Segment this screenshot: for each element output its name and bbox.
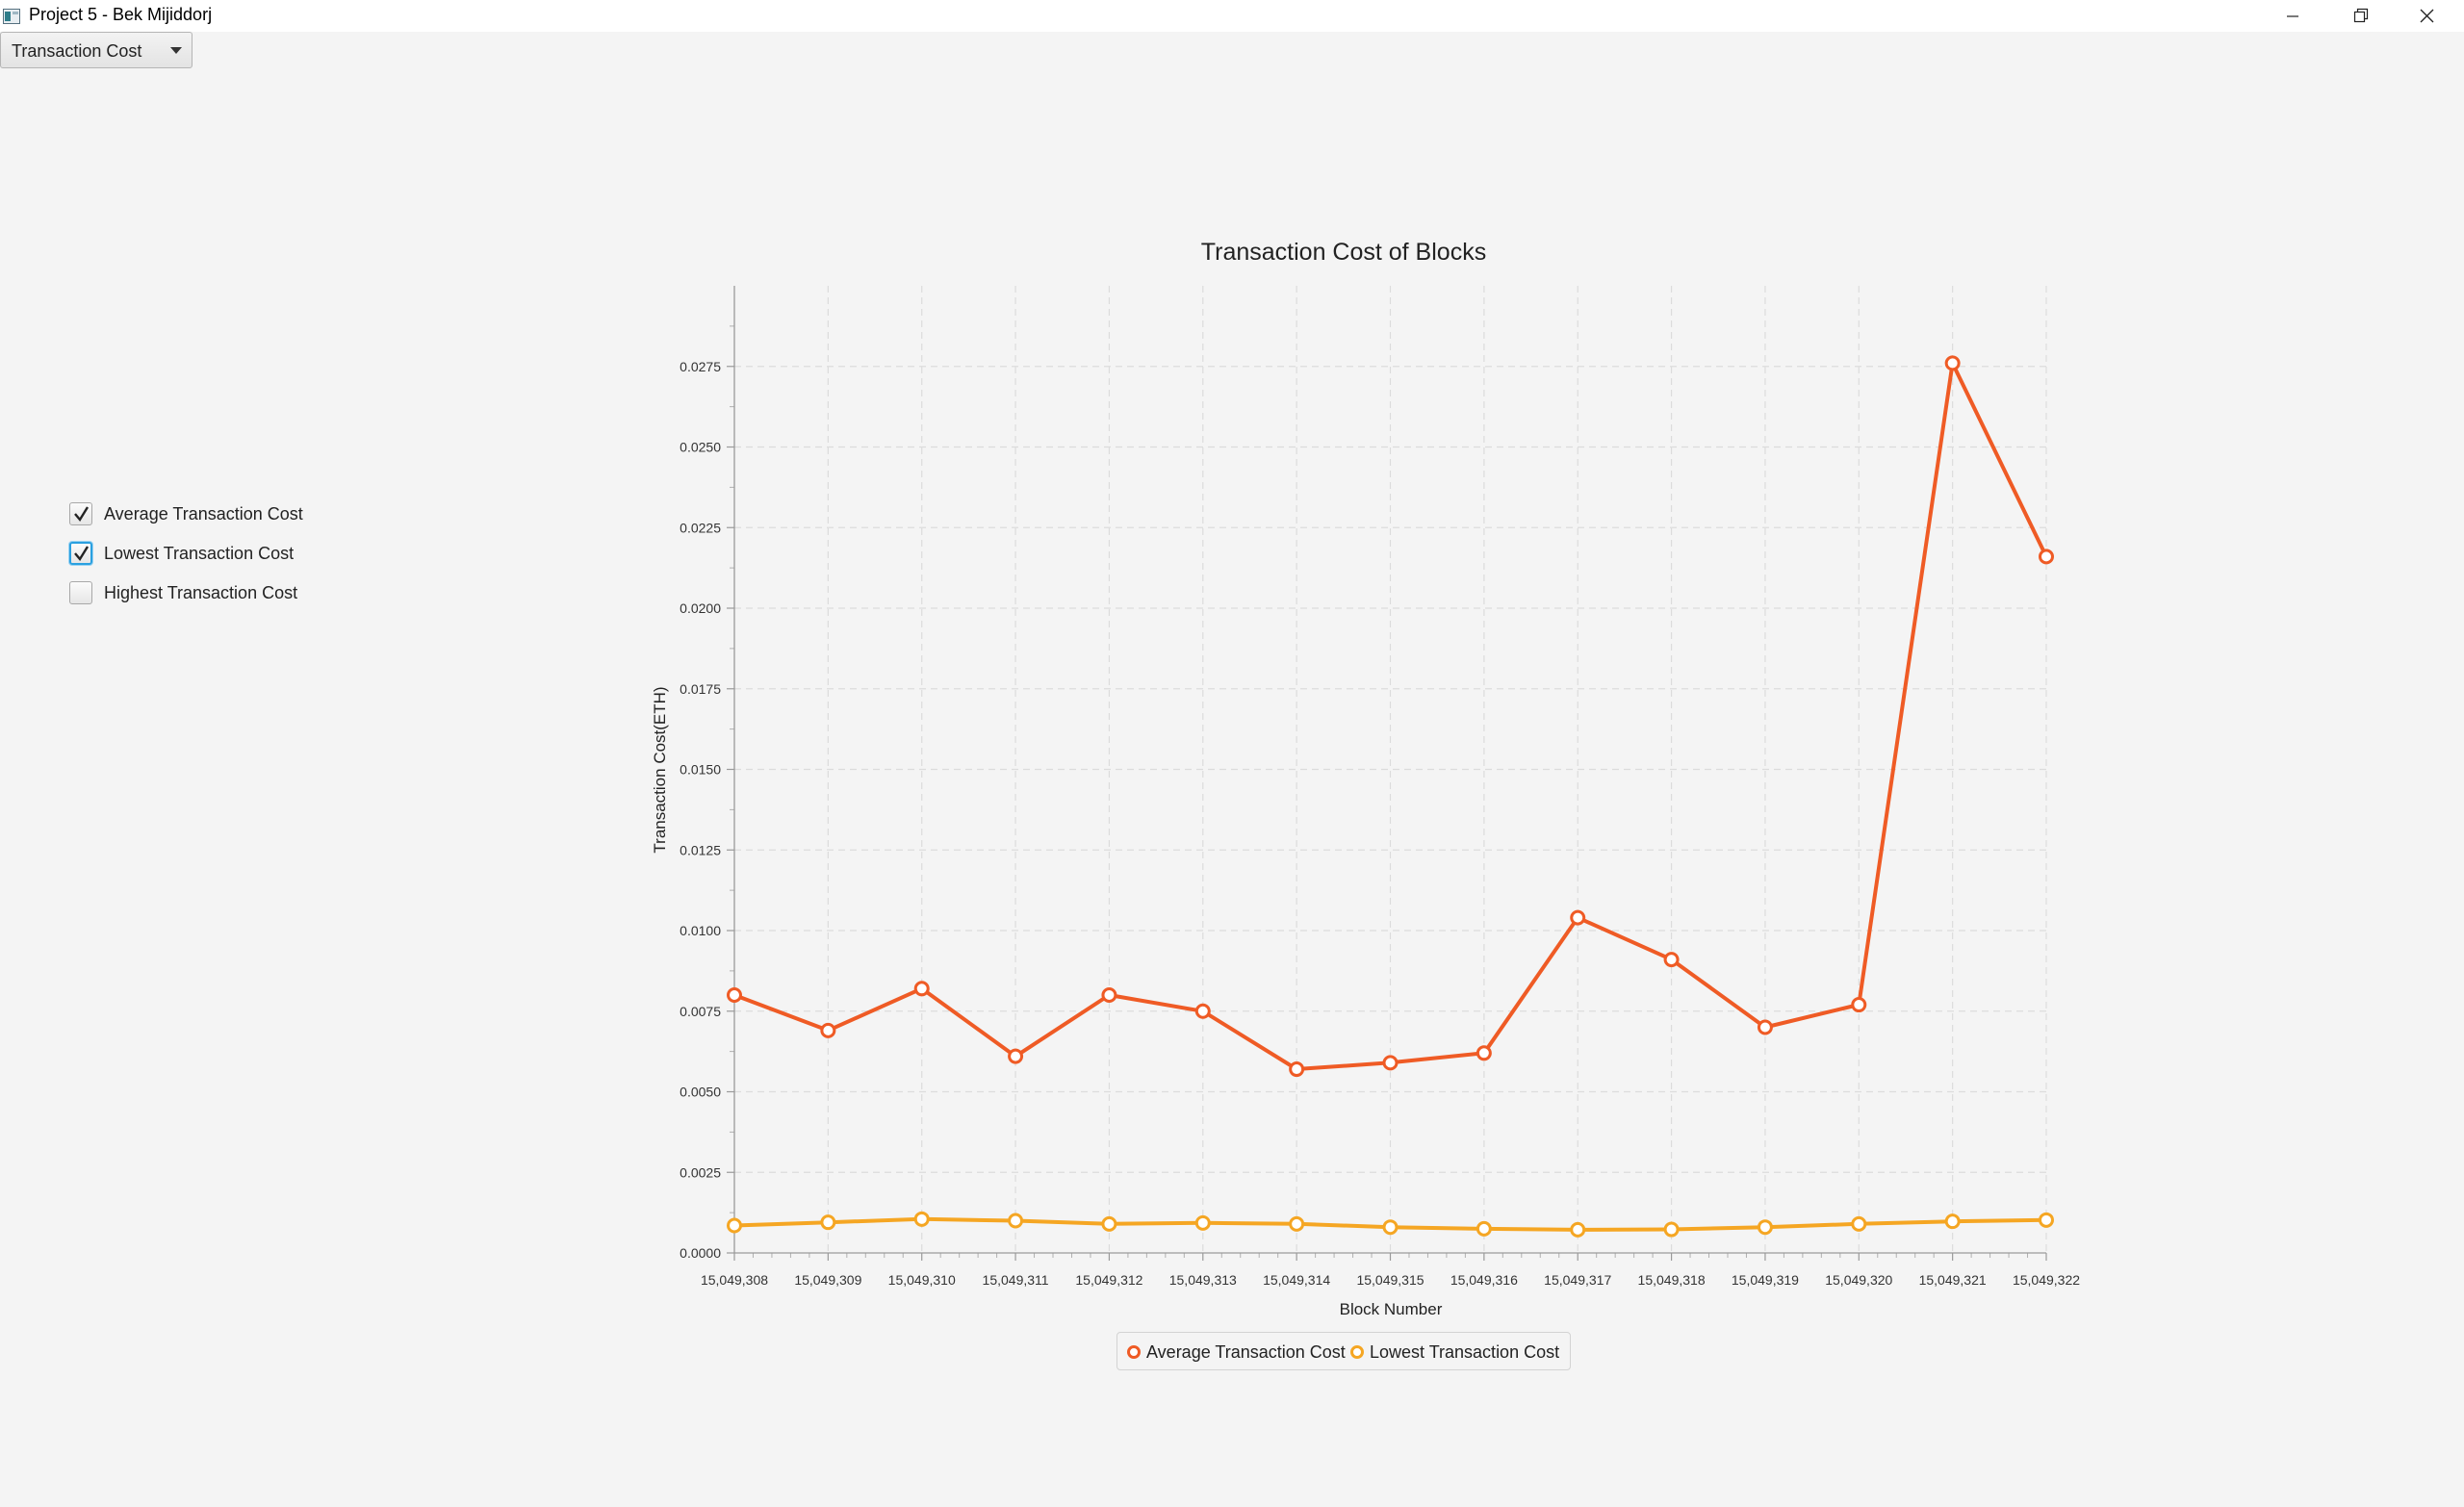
data-point (1757, 1219, 1773, 1236)
data-point (1851, 997, 1867, 1013)
data-point (820, 1022, 836, 1038)
y-tick-label: 0.0275 (680, 359, 721, 374)
checkmark-icon (74, 546, 90, 562)
y-axis-label: Transaction Cost(ETH) (651, 686, 669, 853)
data-point (1382, 1055, 1399, 1071)
title-bar: Project 5 - Bek Mijiddorj (0, 0, 2464, 32)
x-tick-label: 15,049,318 (1638, 1272, 1706, 1288)
x-tick-label: 15,049,317 (1544, 1272, 1611, 1288)
data-point (1570, 1221, 1586, 1238)
data-point (1570, 909, 1586, 926)
x-tick-label: 15,049,308 (701, 1272, 768, 1288)
y-tick-label: 0.0200 (680, 600, 721, 616)
data-point (820, 1214, 836, 1231)
y-tick-label: 0.0100 (680, 923, 721, 938)
x-tick-label: 15,049,315 (1356, 1272, 1424, 1288)
y-tick-label: 0.0225 (680, 520, 721, 535)
x-tick-label: 15,049,319 (1732, 1272, 1799, 1288)
data-point (913, 981, 930, 997)
data-point (1944, 1213, 1961, 1230)
close-icon (2420, 9, 2434, 23)
checkbox-label: Lowest Transaction Cost (104, 544, 295, 563)
y-tick-label: 0.0050 (680, 1085, 721, 1100)
data-point (1008, 1213, 1024, 1229)
data-point (913, 1211, 930, 1227)
data-point (1008, 1048, 1024, 1064)
data-point (1476, 1220, 1492, 1237)
data-point (1476, 1045, 1492, 1061)
x-tick-label: 15,049,311 (983, 1272, 1049, 1288)
minimize-icon (2287, 15, 2298, 17)
data-point (1194, 1214, 1211, 1231)
legend-marker-icon (1350, 1345, 1364, 1359)
series-layer (727, 355, 2054, 1238)
data-point (1757, 1019, 1773, 1035)
x-tick-label: 15,049,320 (1825, 1272, 1892, 1288)
x-tick-label: 15,049,314 (1263, 1272, 1330, 1288)
legend-label: Average Transaction Cost (1146, 1342, 1346, 1362)
restore-button[interactable] (2326, 0, 2394, 32)
data-point (1944, 355, 1961, 371)
data-point (727, 987, 742, 1003)
y-tick-label: 0.0150 (680, 762, 721, 778)
data-point (1289, 1215, 1305, 1232)
axes: 0.0000 0.0025 0.0050 0.0075 0.0100 0.0125 0.01… (680, 286, 2080, 1288)
x-tick-label: 15,049,313 (1169, 1272, 1237, 1288)
window-title: Project 5 - Bek Mijiddorj (29, 5, 213, 24)
data-point (1194, 1003, 1211, 1019)
data-point (2039, 549, 2054, 565)
chart-title: Transaction Cost of Blocks (1201, 239, 1486, 266)
grid-lines (734, 286, 2047, 1253)
x-tick-label: 15,049,322 (2013, 1272, 2080, 1288)
y-tick-label: 0.0125 (680, 842, 721, 857)
x-tick-label: 15,049,310 (888, 1272, 956, 1288)
data-point (1382, 1219, 1399, 1236)
data-point (727, 1217, 742, 1234)
y-tick-label: 0.0250 (680, 440, 721, 455)
x-tick-label: 15,049,321 (1919, 1272, 1987, 1288)
minimize-button[interactable] (2259, 0, 2326, 32)
data-point (1101, 1215, 1117, 1232)
x-axis-label: Block Number (1340, 1300, 1443, 1318)
restore-icon (2353, 8, 2369, 23)
checkbox-box[interactable] (69, 502, 92, 525)
data-point (1851, 1215, 1867, 1232)
x-tick-label: 15,049,312 (1075, 1272, 1142, 1288)
chevron-down-icon (170, 47, 182, 54)
y-tick-label: 0.0000 (680, 1245, 721, 1261)
chart-legend: Average Transaction Cost Lowest Transact… (1116, 1332, 1571, 1370)
close-button[interactable] (2394, 0, 2461, 32)
chart-type-dropdown[interactable]: Transaction Cost (0, 32, 192, 68)
y-tick-label: 0.0175 (680, 681, 721, 697)
data-point (2039, 1212, 2054, 1228)
x-tick-label: 15,049,316 (1450, 1272, 1518, 1288)
data-point (1663, 1221, 1680, 1238)
app-window-icon (3, 9, 20, 24)
y-tick-label: 0.0025 (680, 1164, 721, 1180)
checkbox-label: Average Transaction Cost (104, 504, 303, 524)
data-point (1101, 987, 1117, 1003)
data-point (1289, 1061, 1305, 1078)
y-tick-label: 0.0075 (680, 1004, 721, 1019)
legend-label: Lowest Transaction Cost (1370, 1342, 1560, 1362)
checkbox-label: Highest Transaction Cost (104, 583, 298, 602)
checkbox-box[interactable] (69, 581, 92, 604)
x-tick-label: 15,049,309 (794, 1272, 861, 1288)
checkbox-box[interactable] (69, 542, 92, 565)
data-point (1663, 952, 1680, 968)
checkmark-icon (74, 506, 90, 523)
legend-marker-icon (1127, 1345, 1141, 1359)
dropdown-selected-value: Transaction Cost (12, 41, 142, 61)
